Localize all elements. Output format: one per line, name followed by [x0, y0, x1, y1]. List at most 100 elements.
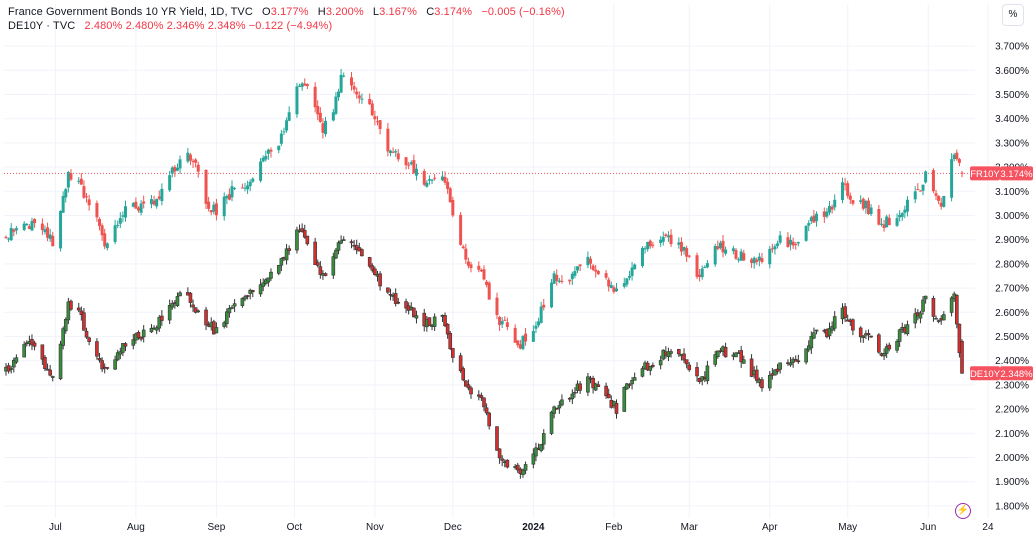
- candle-body: [121, 215, 125, 217]
- candle-body: [877, 334, 881, 353]
- legend-series2-name: DE10Y · TVC: [8, 20, 76, 32]
- candle-body: [537, 321, 541, 326]
- candle-body: [897, 329, 902, 342]
- candle-body: [186, 152, 190, 162]
- y-tick-label: 1.900%: [995, 477, 1029, 488]
- candle-body: [188, 154, 192, 161]
- candle-body: [685, 248, 689, 257]
- candle-body: [396, 301, 401, 304]
- candle-body: [698, 274, 702, 277]
- candle-body: [627, 275, 631, 278]
- candle-body: [287, 248, 291, 251]
- candle-body: [367, 257, 372, 267]
- candle-body: [25, 223, 29, 226]
- candle-body: [451, 199, 455, 216]
- candle-body: [931, 170, 935, 192]
- series-fr10y: [4, 69, 964, 351]
- candle-body: [905, 324, 910, 335]
- candle-body: [269, 271, 273, 279]
- candle-body: [373, 116, 377, 120]
- candle-body: [521, 335, 525, 349]
- candle-body: [388, 150, 392, 154]
- candle-body: [843, 183, 847, 185]
- y-tick-label: 3.300%: [995, 138, 1029, 149]
- candle-body: [142, 201, 146, 204]
- candle-body: [284, 248, 289, 261]
- candle-body: [412, 307, 416, 318]
- candle-body: [679, 241, 683, 252]
- candle-body: [160, 315, 164, 321]
- candle-body: [796, 360, 801, 363]
- candle-body: [825, 211, 829, 217]
- candle-body: [251, 178, 255, 182]
- candle-body: [773, 369, 777, 376]
- candle-body: [770, 248, 774, 250]
- candle-body: [425, 182, 429, 187]
- candle-body: [664, 234, 668, 236]
- candle-body: [531, 330, 535, 342]
- candle-body: [324, 120, 328, 135]
- candle-body: [778, 235, 782, 243]
- candle-body: [815, 213, 819, 222]
- candle-body: [318, 266, 323, 275]
- candle-body: [887, 217, 891, 226]
- candle-body: [222, 196, 226, 217]
- candle-body: [760, 379, 764, 389]
- candle-body: [230, 307, 234, 309]
- candle-body: [918, 190, 922, 192]
- lightning-icon[interactable]: ⚡: [955, 503, 971, 519]
- candle-body: [921, 184, 925, 191]
- candle-body: [484, 407, 489, 414]
- candle-body: [167, 305, 172, 321]
- candle-body: [282, 131, 286, 133]
- candle-body: [718, 242, 722, 249]
- candle-body: [287, 112, 291, 121]
- candle-body: [560, 280, 564, 282]
- candle-body: [500, 458, 504, 461]
- candle-body: [573, 391, 577, 394]
- candle-body: [131, 339, 136, 346]
- candle-body: [204, 169, 208, 204]
- candle-body: [741, 359, 746, 364]
- candle-body: [934, 317, 938, 320]
- candle-body: [724, 249, 728, 254]
- candle-body: [336, 242, 341, 251]
- candle-body: [516, 340, 520, 346]
- candle-body: [648, 240, 652, 247]
- candle-body: [69, 173, 73, 180]
- candle-body: [705, 263, 709, 268]
- candle-body: [775, 368, 780, 372]
- candle-body: [497, 448, 502, 459]
- candle-body: [594, 269, 598, 272]
- candle-body: [357, 95, 361, 99]
- candle-body: [339, 74, 343, 93]
- candle-body: [170, 167, 174, 174]
- candle-body: [648, 366, 653, 371]
- percent-scale-button[interactable]: %: [1002, 4, 1024, 26]
- candle-body: [539, 306, 543, 323]
- candle-body: [334, 96, 338, 114]
- candle-body: [433, 177, 437, 179]
- y-tick-label: 3.400%: [995, 114, 1029, 125]
- candle-body: [479, 269, 483, 272]
- candle-body: [276, 264, 281, 274]
- candle-body: [175, 296, 180, 307]
- candle-body: [604, 385, 608, 397]
- candle-body: [534, 447, 538, 457]
- candle-body: [822, 211, 826, 217]
- candle-body: [614, 402, 619, 414]
- candle-body: [895, 341, 899, 351]
- candle-body: [155, 198, 159, 207]
- candle-body: [524, 333, 528, 342]
- candle-body: [866, 333, 871, 336]
- candle-body: [123, 343, 128, 347]
- candle-body: [113, 225, 117, 242]
- candle-body: [477, 265, 481, 270]
- candle-body: [487, 412, 491, 427]
- candle-body: [396, 153, 400, 160]
- candle-body: [666, 351, 671, 357]
- candle-body: [157, 317, 162, 329]
- candle-body: [841, 182, 844, 201]
- candle-body: [175, 167, 179, 171]
